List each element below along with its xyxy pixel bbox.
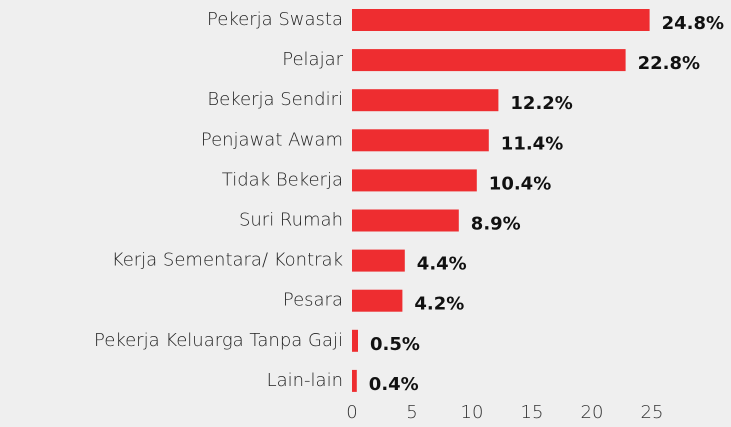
value-label: 11.4% bbox=[501, 133, 563, 154]
bar bbox=[352, 49, 626, 72]
y-tick-label: Pelajar bbox=[282, 49, 343, 70]
value-label: 4.2% bbox=[414, 294, 464, 315]
bar bbox=[352, 89, 499, 112]
bar bbox=[352, 289, 403, 312]
y-tick-label: Suri Rumah bbox=[239, 210, 343, 231]
y-tick-label: Tidak Bekerja bbox=[222, 169, 343, 190]
x-tick-label: 20 bbox=[581, 402, 604, 423]
value-label: 22.8% bbox=[638, 53, 700, 74]
y-tick-label: Lain-lain bbox=[267, 370, 343, 391]
bar bbox=[352, 169, 477, 192]
value-label: 10.4% bbox=[489, 173, 551, 194]
bar bbox=[352, 9, 650, 31]
bar bbox=[352, 209, 459, 232]
bar bbox=[352, 129, 489, 152]
value-label: 0.5% bbox=[370, 334, 420, 355]
y-tick-label: Kerja Sementara/ Kontrak bbox=[112, 250, 343, 271]
value-label: 24.8% bbox=[662, 13, 724, 34]
y-tick-label: Pekerja Keluarga Tanpa Gaji bbox=[94, 330, 343, 351]
bar bbox=[352, 249, 405, 272]
bar bbox=[352, 329, 358, 352]
x-tick-label: 15 bbox=[521, 402, 544, 423]
y-tick-label: Pekerja Swasta bbox=[207, 9, 343, 30]
bar bbox=[352, 369, 357, 392]
x-tick-label: 0 bbox=[346, 402, 357, 423]
x-tick-label: 10 bbox=[461, 402, 484, 423]
value-label: 12.2% bbox=[510, 93, 572, 114]
value-label: 8.9% bbox=[471, 214, 521, 235]
x-tick-label: 5 bbox=[406, 402, 417, 423]
value-label: 4.4% bbox=[417, 254, 467, 275]
value-label: 0.4% bbox=[369, 374, 419, 395]
y-tick-label: Penjawat Awam bbox=[201, 129, 343, 150]
x-tick-label: 25 bbox=[641, 402, 664, 423]
y-tick-label: Pesara bbox=[283, 290, 343, 311]
y-tick-label: Bekerja Sendiri bbox=[207, 89, 343, 110]
